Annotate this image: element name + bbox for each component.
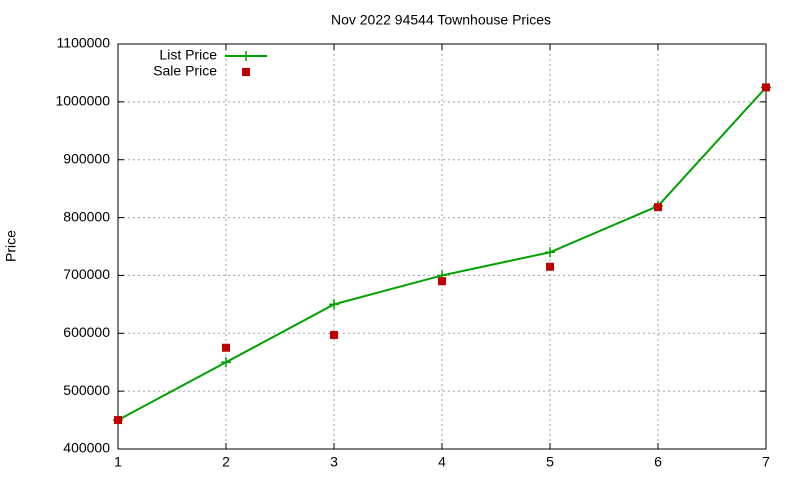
y-tick-label: 800000 bbox=[63, 208, 110, 224]
data-point bbox=[438, 277, 446, 286]
data-point bbox=[221, 357, 231, 368]
x-tick-label: 5 bbox=[546, 454, 554, 470]
y-tick-label: 600000 bbox=[63, 324, 110, 340]
x-tick-label: 6 bbox=[654, 454, 662, 470]
data-point bbox=[654, 203, 662, 212]
x-tick-label: 1 bbox=[114, 454, 122, 470]
x-tick-label: 7 bbox=[762, 454, 770, 470]
y-axis-label: Price bbox=[3, 230, 19, 262]
data-point bbox=[545, 247, 555, 258]
legend-marker bbox=[242, 68, 250, 76]
y-tick-label: 500000 bbox=[63, 382, 110, 398]
legend-label: List Price bbox=[159, 47, 217, 63]
chart-title: Nov 2022 94544 Townhouse Prices bbox=[331, 12, 551, 28]
data-point bbox=[762, 83, 770, 92]
y-tick-label: 1100000 bbox=[57, 35, 111, 51]
x-tick-label: 2 bbox=[222, 454, 230, 470]
data-point bbox=[222, 343, 230, 352]
x-tick-label: 3 bbox=[330, 454, 338, 470]
data-point bbox=[330, 331, 338, 340]
y-tick-label: 400000 bbox=[63, 440, 110, 456]
y-tick-label: 900000 bbox=[63, 150, 110, 166]
y-tick-label: 700000 bbox=[63, 266, 110, 282]
data-point bbox=[114, 416, 122, 425]
x-tick-label: 4 bbox=[438, 454, 446, 470]
legend-marker bbox=[241, 51, 251, 61]
plot-frame bbox=[117, 43, 767, 450]
data-point bbox=[329, 299, 339, 310]
data-point bbox=[546, 262, 554, 271]
y-tick-label: 1000000 bbox=[55, 93, 110, 109]
legend-label: Sale Price bbox=[153, 63, 217, 79]
